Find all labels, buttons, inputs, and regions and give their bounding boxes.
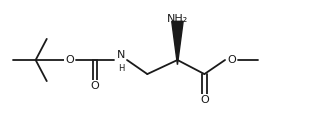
Text: N: N <box>117 50 125 60</box>
Polygon shape <box>172 21 183 65</box>
Text: O: O <box>65 55 74 65</box>
Text: H: H <box>118 64 124 73</box>
Text: O: O <box>91 81 99 91</box>
Text: O: O <box>227 55 236 65</box>
Text: O: O <box>200 95 209 105</box>
Text: NH₂: NH₂ <box>167 14 188 24</box>
